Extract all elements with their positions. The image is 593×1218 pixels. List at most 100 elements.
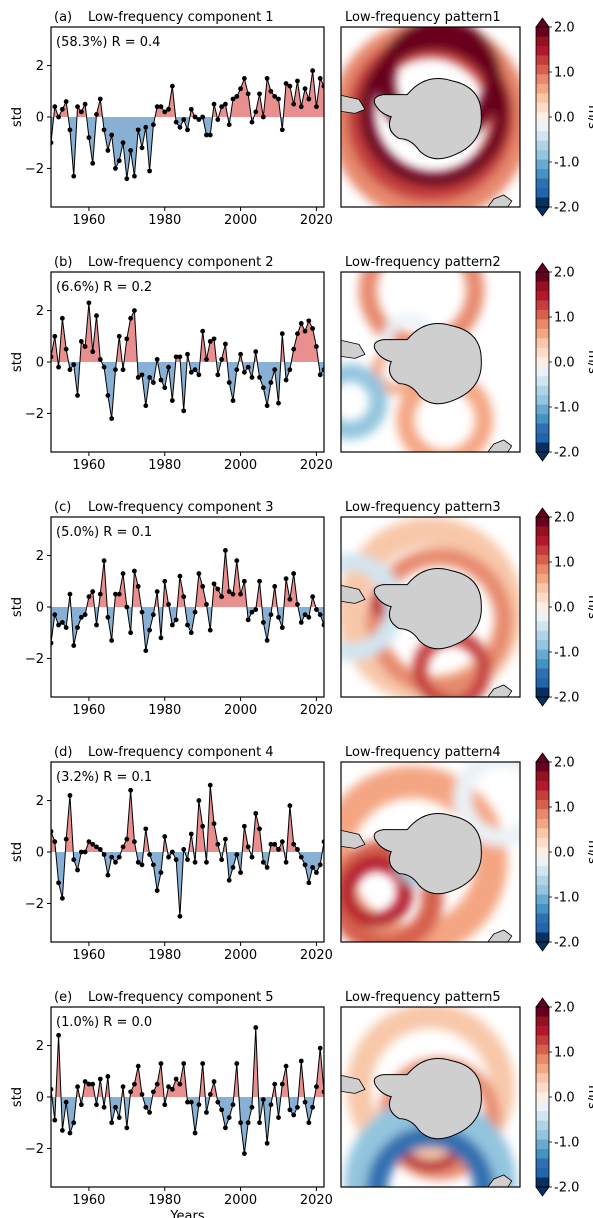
data-point	[314, 344, 319, 349]
panel-title: Low-frequency component 5	[88, 990, 274, 1005]
panel-letter: (c)	[54, 500, 71, 515]
contour-band	[358, 36, 510, 188]
data-point	[124, 1125, 130, 1131]
data-point	[56, 622, 61, 628]
negative-area	[51, 852, 324, 917]
data-point	[97, 357, 103, 362]
data-point	[169, 849, 175, 855]
colorbar-segment	[536, 1007, 549, 1017]
colorbar-segment	[536, 621, 549, 632]
south-america-tip	[341, 1074, 366, 1094]
data-point	[120, 571, 126, 576]
colorbar-tick-label: 0.0	[554, 1091, 575, 1106]
data-point	[86, 300, 92, 306]
colorbar-segment	[536, 875, 549, 886]
south-america-tip	[341, 829, 366, 849]
colorbar-segment	[536, 309, 549, 320]
colorbar-segment	[536, 526, 549, 537]
plot-area	[51, 548, 324, 654]
data-point	[272, 584, 278, 589]
data-point	[253, 1025, 259, 1030]
antarctica-landmass	[373, 1057, 482, 1140]
data-point	[219, 357, 225, 362]
colorbar-tick-label: 2.0	[554, 511, 575, 526]
data-point	[124, 336, 130, 342]
data-point	[105, 393, 111, 398]
positive-area	[51, 70, 324, 117]
y-tick-label: −2	[25, 897, 44, 912]
data-point	[276, 400, 281, 406]
data-point	[150, 1089, 156, 1095]
data-point	[185, 127, 190, 133]
data-point	[94, 622, 99, 628]
colorbar-segment	[536, 545, 549, 556]
colorbar-segment	[536, 93, 549, 104]
colorbar-tick-label: -2.0	[554, 201, 579, 216]
data-point	[276, 1115, 281, 1120]
data-point	[101, 1104, 107, 1110]
data-point	[97, 591, 103, 597]
data-point	[264, 403, 270, 409]
data-point	[154, 888, 160, 893]
data-point	[132, 839, 137, 845]
data-point	[78, 614, 84, 620]
data-point	[166, 364, 171, 370]
y-tick-label: 2	[36, 304, 44, 319]
data-point	[109, 416, 115, 421]
map-group: Low-frequency pattern3	[340, 500, 521, 698]
colorbar-segment	[536, 338, 549, 349]
colorbar-tick-label: -1.0	[554, 156, 579, 171]
data-point	[211, 101, 217, 107]
data-point	[105, 614, 111, 620]
data-point	[241, 1151, 247, 1156]
map-field	[341, 517, 520, 697]
data-point	[268, 380, 274, 385]
colorbar-segment	[536, 583, 549, 594]
data-point	[234, 558, 240, 564]
colorbar-segment	[536, 923, 549, 934]
data-point	[166, 602, 171, 607]
x-tick-label: 2020	[300, 458, 333, 473]
map-frame	[340, 271, 521, 453]
data-point	[71, 1120, 77, 1126]
colorbar-segment	[536, 272, 549, 282]
colorbar-segment	[536, 55, 549, 66]
data-point	[150, 380, 156, 385]
colorbar-segment	[536, 762, 549, 772]
data-point	[181, 847, 187, 852]
data-point	[59, 895, 65, 901]
colorbar-unit: m/s	[585, 1085, 593, 1109]
data-point	[196, 571, 202, 576]
data-point	[291, 571, 297, 576]
data-point	[245, 617, 251, 623]
data-point	[291, 346, 297, 352]
colorbar-segment	[536, 809, 549, 820]
data-point	[230, 398, 236, 403]
data-point	[295, 602, 300, 607]
colorbar-tick-label: -1.0	[554, 401, 579, 416]
data-point	[78, 339, 84, 344]
data-point	[207, 132, 213, 138]
data-point	[291, 1112, 297, 1118]
colorbar-segment	[536, 564, 549, 575]
data-point	[124, 604, 130, 610]
colorbar-segment	[536, 866, 549, 877]
data-point	[200, 328, 206, 334]
data-point	[302, 1099, 308, 1105]
data-point	[124, 836, 130, 842]
new-zealand-coast	[487, 1174, 513, 1187]
data-point	[154, 1081, 160, 1087]
data-point	[109, 132, 115, 138]
data-point	[158, 377, 164, 383]
x-tick-label: 1960	[72, 213, 105, 228]
data-point	[116, 1115, 122, 1120]
y-tick-label: −2	[25, 407, 44, 422]
map-group: Low-frequency pattern2	[340, 255, 521, 453]
data-point	[219, 1107, 225, 1113]
colorbar-segment	[536, 376, 549, 387]
colorbar-tick-label: -1.0	[554, 646, 579, 661]
colorbar-extend-bottom	[535, 941, 550, 952]
data-point	[204, 132, 209, 138]
